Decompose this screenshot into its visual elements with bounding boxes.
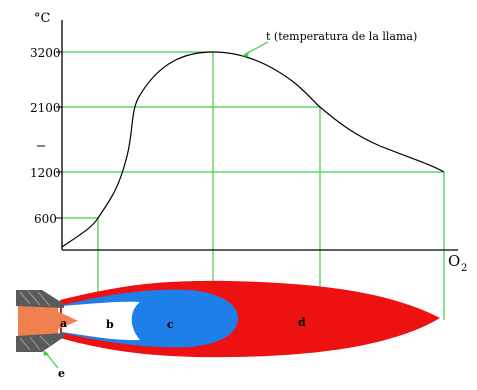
- y-tick-label-3200: 3200: [30, 46, 61, 60]
- zone-label-a: a: [60, 317, 67, 330]
- zone-label-b: b: [106, 318, 114, 331]
- nozzle-top: [16, 290, 64, 308]
- x-axis-label: O: [448, 252, 460, 270]
- nozzle-hatching: [19, 290, 51, 351]
- unit-label: °C: [34, 11, 51, 26]
- flame: [18, 280, 440, 358]
- burner-nozzle: [16, 290, 64, 352]
- zone-label-d: d: [298, 316, 306, 329]
- y-tick-label-600: 600: [34, 212, 57, 226]
- zone-label-e: e: [58, 367, 65, 380]
- y-tick-label-1200: 1200: [30, 166, 61, 180]
- curve-label-arrowhead: [242, 51, 249, 57]
- guide-lines: [62, 51, 445, 320]
- y-tick-label-2100: 2100: [30, 101, 61, 115]
- temperature-curve: [61, 51, 445, 248]
- flame-zone-a: [18, 306, 78, 336]
- x-axis-subscript: 2: [461, 263, 467, 274]
- zone-label-c: c: [167, 318, 174, 331]
- y-tick-marks: [56, 51, 62, 219]
- axes: [61, 20, 458, 251]
- flame-zone-b: [62, 301, 140, 341]
- curve-label: t (temperatura de la llama): [266, 30, 417, 43]
- zone-e-arrowhead: [43, 350, 49, 356]
